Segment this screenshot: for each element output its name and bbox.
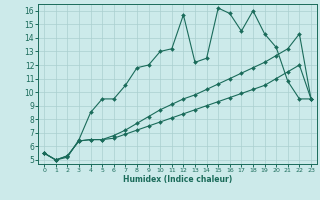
X-axis label: Humidex (Indice chaleur): Humidex (Indice chaleur) bbox=[123, 175, 232, 184]
